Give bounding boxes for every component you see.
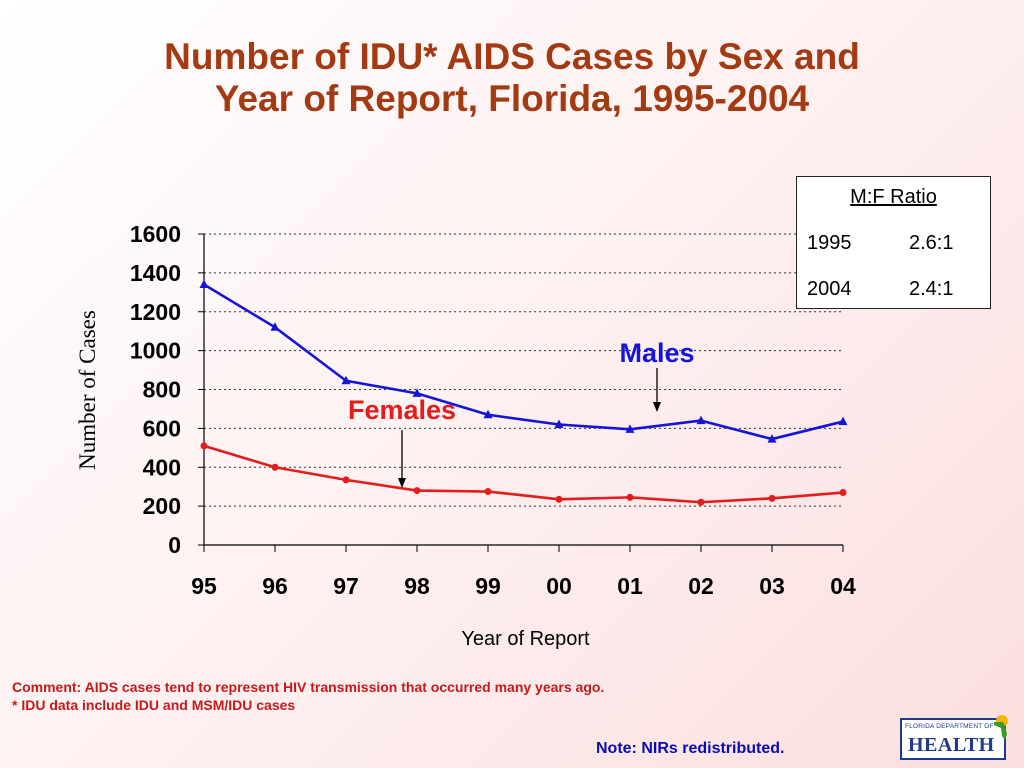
females-data-point [768,494,776,502]
y-tick-label: 0 [168,532,181,558]
x-tick-label: 96 [262,573,288,599]
females-data-point [839,489,847,497]
males-data-point [696,415,706,425]
chart-title: Number of IDU* AIDS Cases by Sex and Yea… [0,36,1024,120]
males-annotation-label: Males [619,338,694,368]
mf-ratio-table: M:F Ratio 1995 2.6:1 2004 2.4:1 [796,176,991,309]
males-data-point [270,322,280,331]
comment-text: Comment: AIDS cases tend to represent HI… [12,678,604,714]
females-annotation-arrowhead [398,478,406,488]
males-data-point [412,388,422,397]
males-data-point [341,375,351,385]
y-tick-label: 600 [143,415,181,441]
females-series-line [203,444,844,504]
florida-sun-icon [994,715,1008,740]
florida-health-logo: FLORIDA DEPARTMENT OF HEALTH [900,715,1008,760]
y-tick-label: 800 [143,377,181,403]
mf-ratio-year: 1995 [807,232,852,254]
females-data-point [626,493,634,501]
males-data-point [483,409,493,419]
x-tick-label: 03 [759,573,785,599]
females-data-point [271,463,279,471]
males-data-point [838,416,848,426]
mf-ratio-value: 2.6:1 [909,232,954,254]
mf-ratio-value: 2.4:1 [909,278,954,300]
females-data-point [342,476,350,484]
males-data-point [625,424,635,433]
females-data-point [484,488,492,496]
y-tick-label: 1000 [130,338,181,364]
x-tick-label: 00 [546,573,572,599]
chart-title-line-1: Number of IDU* AIDS Cases by Sex and [164,36,860,77]
x-tick-label: 02 [688,573,714,599]
males-annotation-arrowhead [653,402,661,412]
y-tick-label: 200 [143,493,181,519]
males-data-point [554,419,564,428]
logo-top-text: FLORIDA DEPARTMENT OF [905,723,994,730]
y-tick-label: 1200 [130,299,181,325]
mf-ratio-year: 2004 [807,278,852,300]
logo-main-text: HEALTH [908,734,995,756]
y-tick-label: 1400 [130,260,181,286]
note-text: Note: NIRs redistributed. [596,740,785,757]
x-tick-label: 99 [475,573,501,599]
chart-title-line-2: Year of Report, Florida, 1995-2004 [214,78,810,119]
x-tick-label: 98 [404,573,430,599]
y-tick-label: 400 [143,454,181,480]
comment-line-1: Comment: AIDS cases tend to represent HI… [12,679,605,695]
females-data-point [697,498,705,506]
x-tick-label: 04 [830,573,856,599]
males-data-point [199,279,209,289]
females-data-point [413,487,421,495]
y-axis-title: Number of Cases [75,310,100,470]
females-data-point [555,495,563,503]
y-tick-label: 1600 [130,221,181,247]
comment-line-2: * IDU data include IDU and MSM/IDU cases [12,697,296,713]
females-annotation-label: Females [348,395,456,425]
x-tick-label: 95 [191,573,217,599]
males-data-point [767,434,777,443]
x-axis-title: Year of Report [461,628,590,650]
females-data-point [200,442,208,450]
x-tick-label: 97 [333,573,359,599]
mf-ratio-title: M:F Ratio [850,186,937,208]
x-tick-label: 01 [617,573,643,599]
males-series-line [203,283,844,441]
